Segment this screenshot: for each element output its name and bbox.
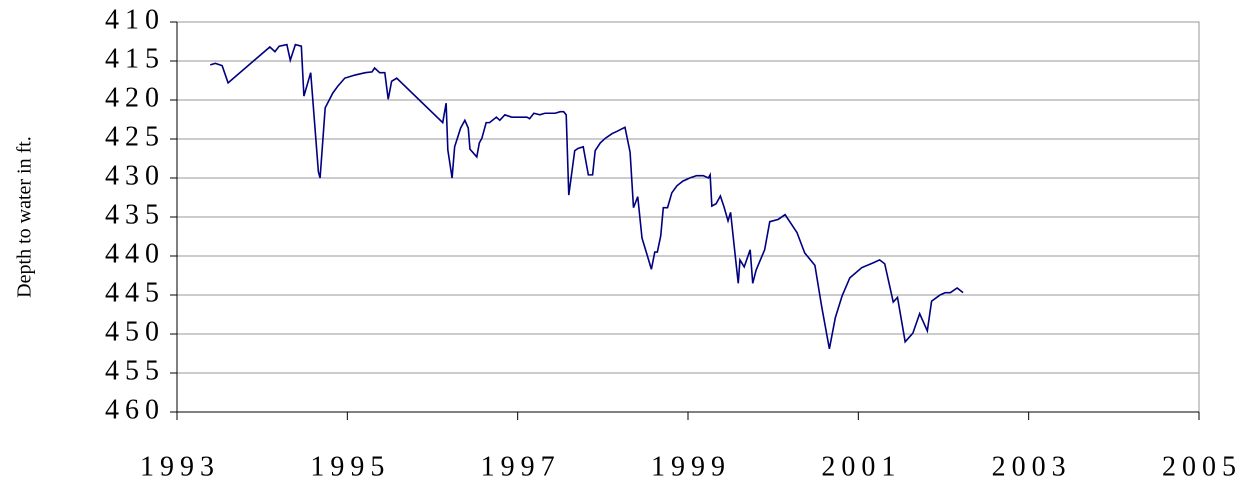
- x-tick-label: 1997: [481, 451, 561, 482]
- y-tick-label: 430: [105, 160, 165, 191]
- x-tick-label: 1993: [140, 451, 220, 482]
- x-tick-label: 1995: [310, 451, 390, 482]
- y-tick-label: 460: [105, 394, 165, 425]
- y-axis-label: Depth to water in ft.: [14, 136, 36, 298]
- y-tick-label: 440: [105, 238, 165, 269]
- x-tick-label: 2003: [992, 451, 1072, 482]
- y-tick-label: 450: [105, 316, 165, 347]
- data-line: [209, 43, 964, 349]
- y-tick-label: 455: [105, 355, 165, 386]
- y-tick-label: 425: [105, 121, 165, 152]
- x-tick-label: 2001: [821, 451, 901, 482]
- y-tick-label: 410: [105, 4, 165, 35]
- y-tick-label: 445: [105, 277, 165, 308]
- y-tick-label: 420: [105, 82, 165, 113]
- y-tick-label: 435: [105, 199, 165, 230]
- y-tick-label: 415: [105, 43, 165, 74]
- x-tick-label: 2005: [1162, 451, 1242, 482]
- x-tick-label: 1999: [651, 451, 731, 482]
